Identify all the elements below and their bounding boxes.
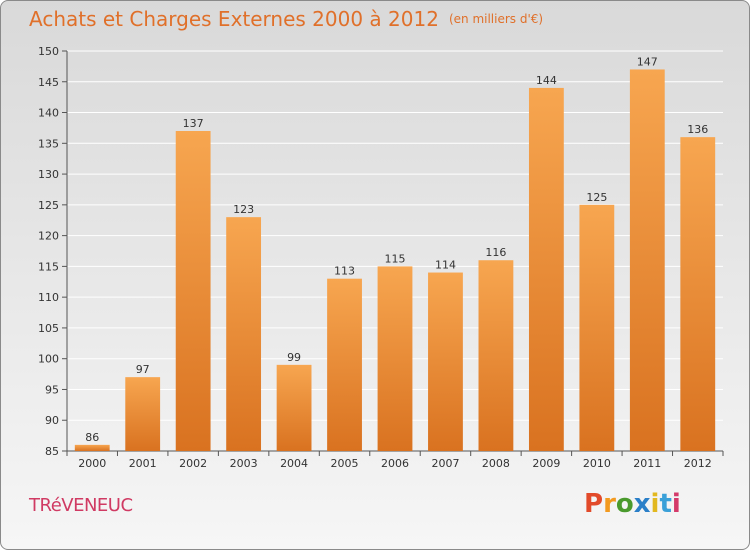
y-tick-label: 85 (45, 445, 59, 458)
y-tick-label: 120 (38, 230, 59, 243)
chart-title: Achats et Charges Externes 2000 à 2012 (e… (29, 7, 543, 31)
data-label-2004: 99 (287, 351, 301, 364)
data-label-2006: 115 (385, 252, 406, 265)
x-tick-label-2010: 2010 (583, 457, 611, 470)
x-tick-label-2008: 2008 (482, 457, 510, 470)
y-tick-label: 125 (38, 199, 59, 212)
y-tick-label: 140 (38, 107, 59, 120)
x-tick-label-2009: 2009 (532, 457, 560, 470)
bar-2011[interactable] (629, 69, 665, 451)
bar-2012[interactable] (680, 137, 716, 451)
chart-subtitle: (en milliers d'€) (448, 12, 544, 26)
bar-2000[interactable] (74, 444, 110, 451)
bar-2005[interactable] (327, 278, 362, 451)
data-label-2012: 136 (687, 123, 708, 136)
data-label-2002: 137 (183, 117, 204, 130)
y-tick-label: 115 (38, 260, 59, 273)
x-tick-label-2012: 2012 (684, 457, 712, 470)
x-tick-label-2006: 2006 (381, 457, 409, 470)
bar-2002[interactable] (175, 131, 211, 451)
data-label-2009: 144 (536, 74, 557, 87)
logo-letter: x (633, 489, 651, 519)
y-tick-label: 105 (38, 322, 59, 335)
y-tick-label: 150 (38, 45, 59, 58)
y-tick-label: 130 (38, 168, 59, 181)
bar-2004[interactable] (276, 364, 312, 451)
logo-letter: r (603, 489, 616, 519)
bar-2001[interactable] (125, 377, 161, 451)
data-labels: 86 97 137 123 99 113 115 114 116 144 125 147 136 (85, 55, 708, 443)
town-name: TRéVENEUC (29, 495, 133, 516)
data-label-2008: 116 (485, 246, 506, 259)
logo-letter: P (584, 489, 604, 519)
bar-2010[interactable] (579, 204, 615, 451)
x-tick-label-2001: 2001 (129, 457, 157, 470)
y-tick-label: 100 (38, 353, 59, 366)
data-label-2005: 113 (334, 265, 355, 278)
x-tick-label-2003: 2003 (230, 457, 258, 470)
y-tick-label: 145 (38, 76, 59, 89)
proxiti-logo[interactable]: Proxiti (584, 489, 681, 519)
bar-2007[interactable] (428, 272, 463, 451)
data-label-2007: 114 (435, 259, 456, 272)
data-label-2001: 97 (136, 363, 150, 376)
x-tick-label-2007: 2007 (431, 457, 459, 470)
chart-title-text: Achats et Charges Externes 2000 à 2012 (29, 7, 439, 31)
bar-2006[interactable] (377, 266, 413, 451)
x-tick-label-2000: 2000 (78, 457, 106, 470)
data-label-2010: 125 (586, 191, 607, 204)
x-tick-label-2004: 2004 (280, 457, 308, 470)
data-label-2000: 86 (85, 431, 99, 444)
bars (74, 69, 716, 451)
logo-letter: t (659, 489, 672, 519)
y-tick-label: 110 (38, 291, 59, 304)
logo-letter: o (615, 489, 634, 519)
y-tick-label: 95 (45, 383, 59, 396)
data-label-2011: 147 (637, 55, 658, 68)
bar-2009[interactable] (528, 87, 564, 451)
x-tick-label-2005: 2005 (331, 457, 359, 470)
bar-2003[interactable] (226, 217, 262, 451)
y-tick-label: 90 (45, 414, 59, 427)
x-tick-label-2002: 2002 (179, 457, 207, 470)
logo-letter: i (650, 489, 660, 519)
bar-2008[interactable] (478, 260, 514, 451)
logo-letter: i (671, 489, 681, 519)
data-label-2003: 123 (233, 203, 254, 216)
x-tick-label-2011: 2011 (633, 457, 661, 470)
y-tick-label: 135 (38, 137, 59, 150)
